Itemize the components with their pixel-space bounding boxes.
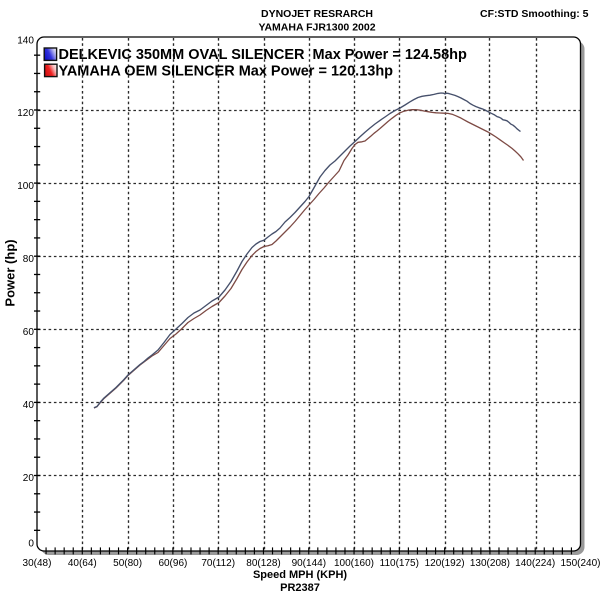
svg-text:120: 120 <box>17 108 34 119</box>
svg-text:100: 100 <box>17 181 34 192</box>
svg-text:CF:STD Smoothing: 5: CF:STD Smoothing: 5 <box>480 8 589 20</box>
svg-text:40: 40 <box>23 400 35 411</box>
svg-text:30(48): 30(48) <box>23 558 52 569</box>
svg-text:DELKEVIC 350MM OVAL SILENCER: DELKEVIC 350MM OVAL SILENCER Max Power =… <box>59 47 468 63</box>
svg-text:140(224): 140(224) <box>515 558 555 569</box>
svg-text:50(80): 50(80) <box>113 558 142 569</box>
svg-text:150(240): 150(240) <box>560 558 600 569</box>
svg-text:80: 80 <box>23 254 35 265</box>
svg-text:YAMAHA FJR1300 2002: YAMAHA FJR1300 2002 <box>258 22 375 34</box>
svg-text:Speed MPH (KPH): Speed MPH (KPH) <box>253 569 347 581</box>
svg-text:110(175): 110(175) <box>380 558 419 569</box>
svg-text:YAMAHA OEM SILENCER Max Power: YAMAHA OEM SILENCER Max Power = 120.13hp <box>59 64 394 80</box>
svg-text:70(112): 70(112) <box>201 558 235 569</box>
svg-text:40(64): 40(64) <box>68 558 97 569</box>
svg-text:DYNOJET RESRARCH: DYNOJET RESRARCH <box>261 8 373 20</box>
svg-text:Power (hp): Power (hp) <box>3 239 18 306</box>
svg-text:130(208): 130(208) <box>470 558 510 569</box>
svg-text:120(192): 120(192) <box>425 558 465 569</box>
svg-text:90(144): 90(144) <box>292 558 326 569</box>
svg-text:60(96): 60(96) <box>158 558 187 569</box>
svg-text:PR2387: PR2387 <box>280 582 320 594</box>
svg-text:20: 20 <box>23 473 35 484</box>
svg-text:80(128): 80(128) <box>246 558 280 569</box>
svg-text:0: 0 <box>28 539 34 550</box>
svg-text:100(160): 100(160) <box>334 558 374 569</box>
svg-text:140: 140 <box>17 36 34 47</box>
svg-text:60: 60 <box>23 327 35 338</box>
